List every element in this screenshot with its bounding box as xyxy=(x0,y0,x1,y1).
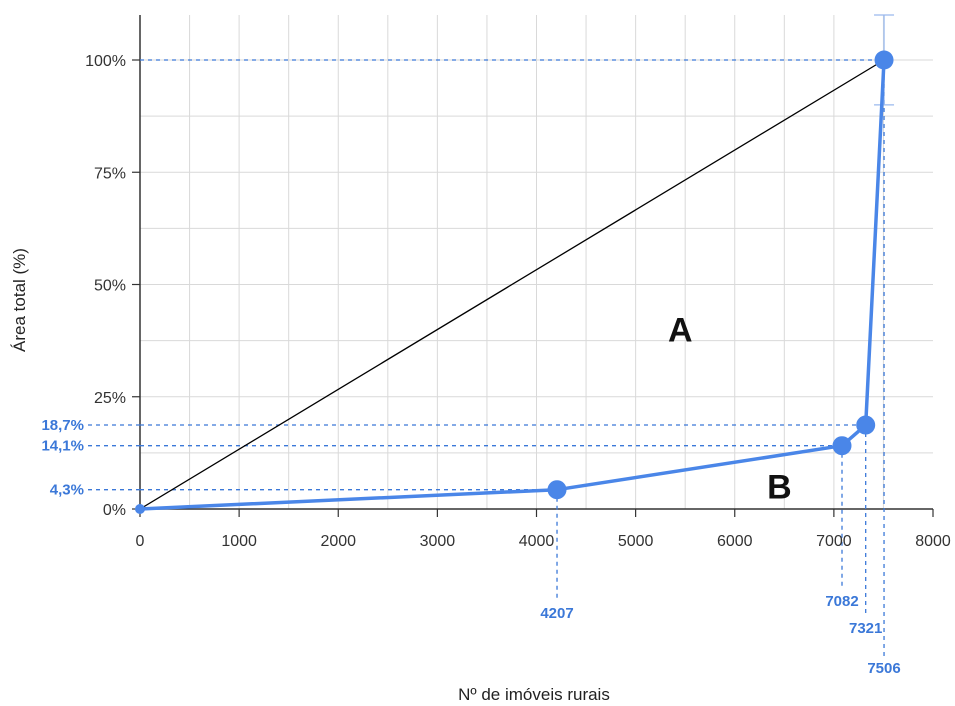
y-tick-label: 100% xyxy=(85,53,126,70)
x-marker-label: 7321 xyxy=(849,620,882,637)
x-tick-label: 5000 xyxy=(618,533,654,550)
y-marker-label: 4,3% xyxy=(50,482,84,499)
x-tick-label: 2000 xyxy=(320,533,356,550)
data-point xyxy=(135,504,145,514)
x-marker-label: 4207 xyxy=(540,605,573,622)
region-labels: AB xyxy=(668,311,792,506)
y-tick-label: 25% xyxy=(94,390,126,407)
x-tick-label: 8000 xyxy=(915,533,951,550)
x-tick-label: 4000 xyxy=(519,533,555,550)
axes xyxy=(132,15,934,517)
data-point xyxy=(547,480,567,500)
y-marker-label: 14,1% xyxy=(41,438,84,455)
equality-diagonal-line xyxy=(139,59,885,510)
annotation-guides xyxy=(88,14,895,656)
y-tick-label: 0% xyxy=(103,502,126,519)
data-point xyxy=(832,436,852,456)
annotation-labels: 4,3% 14,1% 18,7% 4207 7082 7321 7506 xyxy=(41,417,900,677)
x-tick-label: 7000 xyxy=(816,533,852,550)
data-point xyxy=(856,415,876,435)
region-label-b: B xyxy=(767,469,792,507)
x-tick-label: 6000 xyxy=(717,533,753,550)
y-axis-title: Área total (%) xyxy=(10,248,29,352)
x-marker-label: 7082 xyxy=(825,593,858,610)
y-tick-label: 50% xyxy=(94,278,126,295)
grid xyxy=(140,15,933,509)
x-marker-label: 7506 xyxy=(867,660,900,677)
y-tick-label: 75% xyxy=(94,165,126,182)
data-point xyxy=(874,50,894,70)
x-axis-title: Nº de imóveis rurais xyxy=(458,685,610,704)
x-tick-label: 0 xyxy=(136,533,145,550)
x-tick-label: 3000 xyxy=(420,533,456,550)
x-tick-label: 1000 xyxy=(221,533,257,550)
region-label-a: A xyxy=(668,311,693,349)
tick-labels: 0 1000 2000 3000 4000 5000 6000 7000 8000 0% 25% 50… xyxy=(85,53,951,550)
y-marker-label: 18,7% xyxy=(41,417,84,434)
series-points xyxy=(135,50,894,514)
